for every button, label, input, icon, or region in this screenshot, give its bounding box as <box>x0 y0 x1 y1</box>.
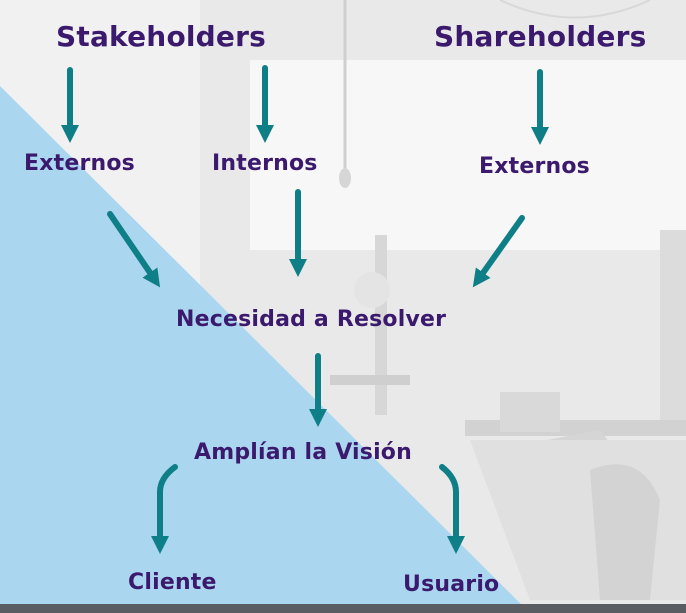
stakeholders-label: Stakeholders <box>56 20 266 53</box>
externos-left-label: Externos <box>24 151 135 176</box>
cliente-label: Cliente <box>128 570 217 595</box>
blue-triangle <box>0 86 530 613</box>
arrow-amplian-usuario <box>439 464 465 554</box>
shareholders-label: Shareholders <box>434 20 647 53</box>
arrow-externos-necesidad <box>107 211 161 288</box>
amplian-label: Amplían la Visión <box>194 440 412 465</box>
necesidad-label: Necesidad a Resolver <box>176 307 447 332</box>
bottom-strip <box>0 604 686 613</box>
internos-label: Internos <box>212 151 318 176</box>
arrow-externos-right-necesidad <box>472 215 525 288</box>
usuario-label: Usuario <box>403 572 500 597</box>
arrow-amplian-cliente <box>151 464 178 554</box>
externos-right-label: Externos <box>479 154 590 179</box>
